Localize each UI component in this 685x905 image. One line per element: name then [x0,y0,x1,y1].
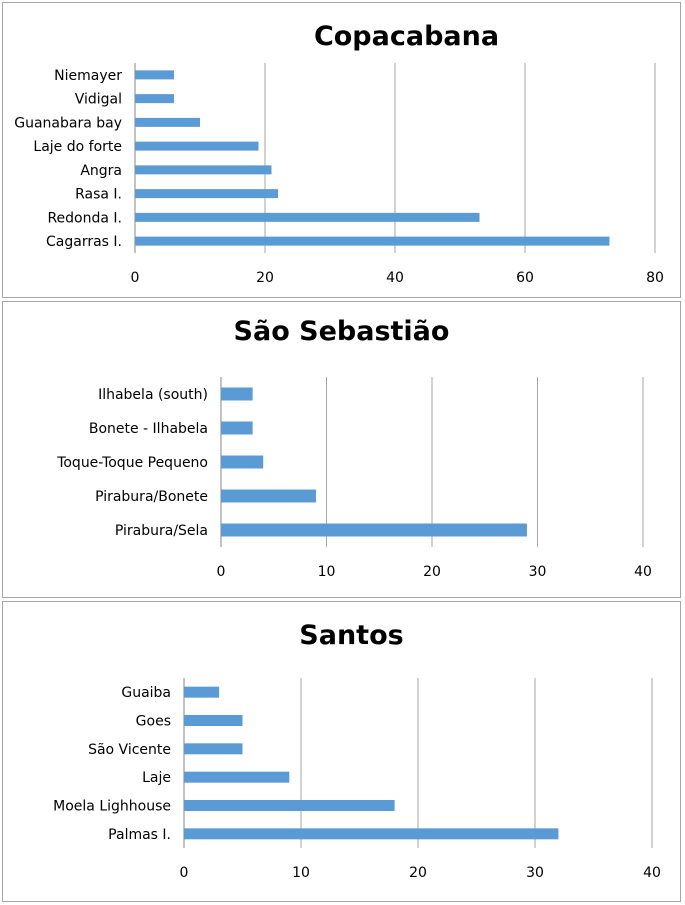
chart-panel-copacabana: Copacabana 0 20 40 60 80 Niemayer Vidigal Guana… [2,2,681,298]
x-tick-label: 0 [131,270,140,286]
x-tick-label: 30 [529,564,547,580]
category-label: Niemayer [54,68,122,84]
category-label: Laje [142,770,171,786]
category-label: Cagarras I. [46,234,122,250]
bar [221,455,264,469]
x-tick-label: 40 [643,865,661,881]
x-tick-label: 40 [386,270,404,286]
category-label: Toque-Toque Pequeno [56,455,208,471]
category-label: Laje do forte [33,139,122,155]
bar-chart-santos: 0 10 20 30 40 Guaiba Goes São Vicente Laje Moela … [53,678,661,881]
category-label: Pirabura/Sela [115,523,208,539]
x-tick-label: 0 [180,865,189,881]
chart-title: Copacabana [313,21,500,52]
x-tick-label: 60 [516,270,534,286]
chart-title: Santos [299,620,404,651]
category-label: Goes [136,714,171,730]
category-label: Ilhabela (south) [98,387,208,403]
chart-panel-sao-sebastiao: São Sebastião 0 10 20 30 40 Ilhabela (south) B… [2,301,681,598]
bar [184,743,243,755]
bar [184,771,290,783]
x-tick-label: 20 [409,865,427,881]
chart-title: São Sebastião [233,316,450,347]
x-tick-label: 10 [318,564,336,580]
x-tick-label: 40 [634,564,652,580]
bar [135,165,272,175]
x-tick-label: 0 [217,564,226,580]
bar [221,387,253,401]
bar [135,117,200,127]
category-label: Guaiba [121,685,171,701]
category-label: Pirabura/Bonete [95,489,208,505]
bar [184,800,395,811]
bar [135,236,610,246]
category-label: Bonete - Ilhabela [89,421,208,437]
bar [135,141,259,151]
x-tick-label: 30 [526,865,544,881]
category-label: Redonda I. [47,210,122,226]
category-label: Vidigal [75,92,122,108]
bar [135,189,278,199]
category-label: Angra [80,163,122,179]
chart-panel-santos: Santos 0 10 20 30 40 Guaiba Goes São Vicente Laj… [2,601,681,902]
x-tick-label: 10 [292,865,310,881]
category-label: Palmas I. [108,827,171,843]
category-label: Guanabara bay [14,115,122,131]
category-label: São Vicente [88,742,171,758]
x-tick-label: 20 [256,270,274,286]
bar [221,489,316,503]
bar [184,686,220,698]
category-label: Moela Lighhouse [53,799,171,815]
bar-chart-sao-sebastiao: 0 10 20 30 40 Ilhabela (south) Bonete - Ilhabe… [56,377,652,580]
bar [221,523,527,537]
bar-chart-copacabana: 0 20 40 60 80 Niemayer Vidigal Guanabara bay Laj… [14,63,664,286]
bar [184,715,243,726]
bar [135,70,174,80]
bar [184,828,559,840]
bar [135,94,174,104]
bar [135,212,480,222]
category-label: Rasa I. [75,187,122,203]
x-tick-label: 80 [646,270,664,286]
bar [221,421,253,435]
x-tick-label: 20 [423,564,441,580]
